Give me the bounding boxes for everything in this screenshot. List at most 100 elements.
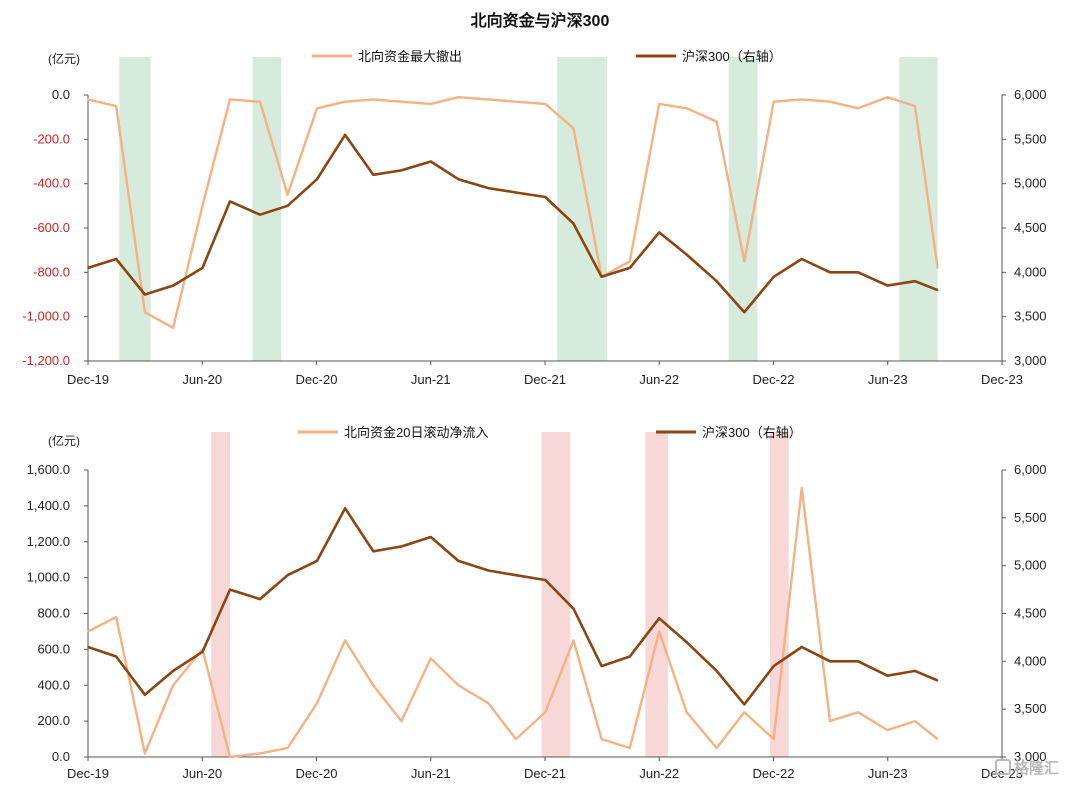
- data-point: [372, 550, 375, 553]
- y-right-tick-label: 4,000: [1014, 653, 1047, 668]
- x-tick-label: Dec-19: [67, 766, 109, 781]
- y-left-tick-label: 0.0: [52, 749, 70, 764]
- y-right-tick-label: 5,000: [1014, 176, 1047, 191]
- x-tick-label: Jun-23: [868, 766, 908, 781]
- data-point: [316, 560, 318, 562]
- legend-label: 北向资金20日滚动净流入: [344, 425, 488, 440]
- x-tick-label: Dec-23: [981, 372, 1023, 387]
- data-point: [487, 702, 490, 704]
- top-axes: (亿元) 0.0 -200.0 -400.0 -600.0 -800.0 -1,000.0 -…: [22, 51, 1046, 387]
- data-point: [316, 107, 318, 110]
- data-point: [430, 657, 432, 660]
- data-point: [715, 120, 718, 123]
- data-point: [144, 752, 146, 755]
- data-point: [372, 684, 375, 687]
- data-point: [801, 258, 803, 260]
- data-point: [936, 679, 939, 682]
- data-point: [829, 660, 831, 663]
- data-point: [259, 752, 261, 755]
- data-point: [487, 187, 490, 189]
- data-point: [658, 630, 660, 633]
- data-point: [886, 674, 889, 677]
- y-left-tick-label: -600.0: [33, 220, 70, 235]
- x-tick-label: Dec-20: [296, 372, 338, 387]
- data-point: [201, 651, 204, 653]
- data-point: [515, 738, 517, 740]
- data-point: [544, 579, 547, 581]
- y-left-tick-label: -1,000.0: [22, 309, 70, 324]
- top-series-lines: [87, 95, 939, 329]
- highlight-band: [119, 57, 151, 361]
- x-tick-label: Dec-21: [524, 372, 566, 387]
- data-point: [914, 720, 916, 722]
- data-point: [857, 271, 859, 274]
- data-point: [685, 107, 688, 110]
- data-point: [544, 103, 547, 105]
- data-point: [344, 507, 346, 510]
- data-point: [629, 267, 631, 269]
- data-point: [829, 720, 831, 722]
- data-point: [772, 665, 775, 667]
- data-point: [801, 646, 803, 648]
- x-tick-label: Dec-21: [524, 766, 566, 781]
- data-point: [457, 178, 460, 180]
- x-tick-label: Jun-22: [639, 372, 679, 387]
- y-right-tick-label: 6,000: [1014, 87, 1047, 102]
- data-point: [487, 569, 490, 572]
- data-point: [886, 729, 889, 731]
- data-point: [801, 98, 803, 101]
- data-point: [685, 711, 688, 713]
- data-point: [914, 105, 916, 107]
- data-point: [229, 756, 231, 758]
- y-right-tick-label: 3,500: [1014, 701, 1047, 716]
- data-point: [658, 617, 660, 620]
- y-left-tick-label: 400.0: [37, 677, 70, 692]
- data-point: [172, 684, 174, 687]
- y-left-tick-label: -200.0: [33, 131, 70, 146]
- x-tick-label: Dec-20: [296, 766, 338, 781]
- data-point: [886, 96, 889, 98]
- data-point: [544, 196, 547, 198]
- data-point: [801, 487, 803, 489]
- data-point: [457, 560, 460, 562]
- x-tick-label: Jun-21: [411, 766, 451, 781]
- bottom-legend: 北向资金20日滚动净流入 沪深300（右轴）: [298, 425, 802, 440]
- data-point: [743, 311, 746, 314]
- data-point: [344, 134, 346, 136]
- x-tick-label: Dec-22: [753, 372, 795, 387]
- data-point: [658, 231, 660, 234]
- y-right-tick-label: 3,500: [1014, 309, 1047, 324]
- y-right-tick-label: 6,000: [1014, 462, 1047, 477]
- data-point: [344, 639, 346, 642]
- legend-label: 北向资金最大撤出: [358, 49, 462, 64]
- data-point: [515, 574, 517, 576]
- data-point: [144, 311, 146, 314]
- data-point: [115, 616, 117, 618]
- data-point: [229, 588, 231, 591]
- data-point: [344, 100, 346, 103]
- data-point: [259, 100, 261, 103]
- data-point: [914, 280, 916, 283]
- data-point: [600, 665, 603, 667]
- data-point: [457, 96, 460, 98]
- data-point: [936, 267, 939, 269]
- data-point: [600, 276, 603, 278]
- data-point: [316, 702, 318, 704]
- data-point: [172, 327, 174, 329]
- bottom-chart-panel: (亿元) 1,600.0 1,400.0 1,200.0 1,000.0 800.0 600…: [27, 425, 1047, 781]
- x-tick-label: Jun-20: [182, 766, 222, 781]
- data-point: [316, 178, 318, 180]
- x-tick-label: Jun-23: [868, 372, 908, 387]
- data-point: [87, 646, 89, 648]
- data-point: [372, 174, 375, 176]
- data-point: [87, 267, 89, 269]
- top-chart-panel: (亿元) 0.0 -200.0 -400.0 -600.0 -800.0 -1,000.0 -…: [22, 49, 1046, 387]
- data-point: [572, 639, 575, 642]
- highlight-band: [541, 432, 571, 757]
- data-point: [372, 98, 375, 101]
- data-point: [115, 258, 117, 260]
- data-point: [572, 222, 575, 225]
- data-point: [936, 738, 939, 740]
- y-right-tick-label: 3,000: [1014, 749, 1047, 764]
